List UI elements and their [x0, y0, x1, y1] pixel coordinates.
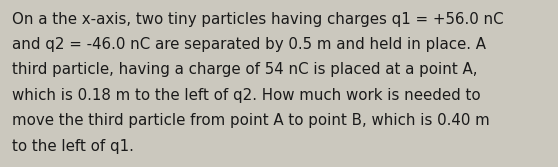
Text: to the left of q1.: to the left of q1.	[12, 139, 134, 154]
Text: and q2 = -46.0 nC are separated by 0.5 m and held in place. A: and q2 = -46.0 nC are separated by 0.5 m…	[12, 37, 486, 52]
Text: move the third particle from point A to point B, which is 0.40 m: move the third particle from point A to …	[12, 113, 490, 128]
Text: third particle, having a charge of 54 nC is placed at a point A,: third particle, having a charge of 54 nC…	[12, 62, 478, 77]
Text: On a the x-axis, two tiny particles having charges q1 = +56.0 nC: On a the x-axis, two tiny particles havi…	[12, 12, 504, 27]
Text: which is 0.18 m to the left of q2. How much work is needed to: which is 0.18 m to the left of q2. How m…	[12, 88, 481, 103]
